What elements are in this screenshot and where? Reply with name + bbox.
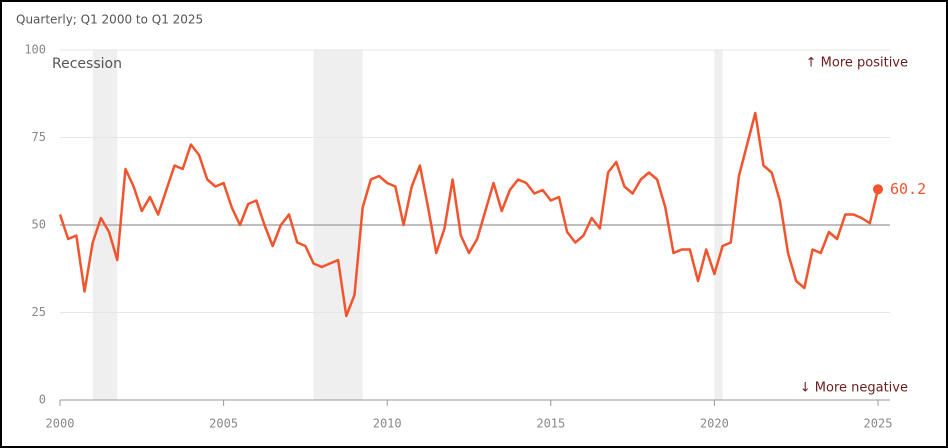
y-tick-label: 0	[39, 393, 46, 407]
x-tick-label: 2010	[373, 417, 402, 431]
x-tick-label: 2005	[209, 417, 238, 431]
x-tick-label: 2020	[700, 417, 729, 431]
negative-label: ↓ More negative	[800, 381, 908, 396]
x-tick-label: 2000	[46, 417, 75, 431]
y-tick-label: 50	[32, 218, 46, 232]
end-label: 60.2	[890, 180, 926, 198]
subtitle: Quarterly; Q1 2000 to Q1 2025	[16, 13, 203, 27]
x-tick-label: 2025	[864, 417, 893, 431]
series-line	[58, 111, 880, 318]
positive-label: ↑ More positive	[806, 56, 908, 71]
end-point	[873, 184, 883, 195]
recession-label: Recession	[52, 56, 122, 72]
y-tick-label: 100	[24, 43, 46, 57]
x-tick-label: 2015	[536, 417, 565, 431]
y-tick-label: 25	[32, 305, 46, 319]
y-tick-label: 75	[32, 130, 46, 144]
